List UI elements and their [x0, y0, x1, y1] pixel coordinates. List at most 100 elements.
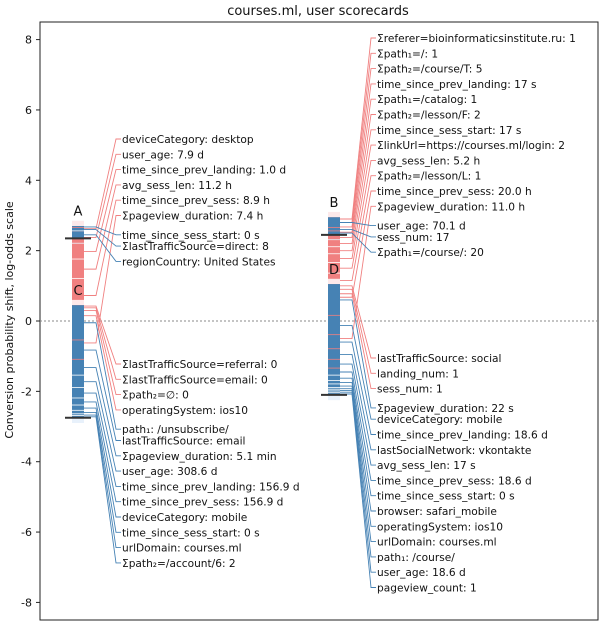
leader-line — [340, 229, 376, 238]
feature-label: user_age: 18.6 d — [377, 567, 466, 579]
segment-bar — [72, 227, 84, 231]
feature-label: Σpath₁=/course/: 20 — [377, 247, 484, 259]
feature-label: Σpath₂=/lesson/F: 2 — [377, 110, 481, 122]
feature-label: Σreferer=bioinformaticsinstitute.ru: 1 — [377, 33, 576, 45]
segment-bar — [328, 389, 340, 391]
scorecard-name: B — [330, 196, 339, 211]
range-pad-positive — [72, 299, 84, 306]
segment-bar — [328, 368, 340, 375]
y-axis-ticks: -8 -6 -4 -2 0 2 4 6 8 — [21, 34, 40, 609]
feature-label: Σpath₂=/account/6: 2 — [122, 558, 236, 570]
y-tick-label: 4 — [25, 174, 32, 187]
y-tick-label: -6 — [21, 526, 32, 539]
y-tick-label: 8 — [25, 34, 32, 47]
feature-label: user_age: 308.6 d — [122, 466, 218, 478]
range-pad-positive — [328, 211, 340, 218]
segment-bar — [72, 415, 84, 417]
segment-bar — [328, 380, 340, 384]
segment-bar — [72, 359, 84, 375]
leader-line — [84, 226, 121, 236]
leader-line — [84, 322, 121, 430]
leader-line — [84, 305, 121, 365]
leader-line — [84, 234, 121, 262]
feature-label: deviceCategory: mobile — [377, 414, 502, 426]
feature-label: ΣlastTrafficSource=direct: 8 — [122, 241, 269, 253]
feature-label: user_age: 7.9 d — [122, 149, 204, 161]
leader-line — [340, 114, 376, 245]
segment-bar — [328, 391, 340, 393]
segment-bar — [72, 387, 84, 398]
scorecard-name: A — [74, 205, 83, 220]
y-tick-label: 2 — [25, 245, 32, 258]
segment-bar — [328, 234, 340, 240]
feature-label: browser: safari_mobile — [377, 506, 497, 518]
feature-label: sess_num: 1 — [377, 384, 443, 396]
feature-label: avg_sess_len: 11.2 h — [122, 180, 232, 192]
feature-label: time_since_prev_landing: 1.0 d — [122, 165, 286, 177]
leader-line — [340, 341, 376, 435]
segment-bar — [328, 359, 340, 368]
y-tick-label: -8 — [21, 596, 32, 609]
segment-bar — [328, 240, 340, 247]
segment-bar — [72, 414, 84, 416]
feature-label: operatingSystem: ios10 — [377, 521, 503, 533]
segment-bar — [328, 284, 340, 315]
segment-bar — [72, 305, 84, 340]
leader-line — [340, 382, 376, 512]
leader-line — [84, 215, 121, 344]
y-tick-label: -2 — [21, 385, 32, 398]
segment-bar — [328, 227, 340, 231]
segment-bar — [328, 393, 340, 395]
segment-bar — [72, 226, 84, 227]
y-tick-label: 0 — [25, 315, 32, 328]
leader-line — [340, 391, 376, 573]
feature-label: time_since_prev_sess: 20.0 h — [377, 186, 532, 198]
chart-title: courses.ml, user scorecards — [227, 4, 409, 19]
segment-bar — [328, 335, 340, 349]
feature-label: sess_num: 17 — [377, 232, 450, 244]
feature-label: path₁: /course/ — [377, 552, 455, 564]
segment-bar — [328, 247, 340, 254]
feature-label: Σpath₁=/catalog: 1 — [377, 94, 477, 106]
feature-label: lastTrafficSource: social — [377, 353, 501, 365]
leader-line — [340, 83, 376, 233]
feature-label: Σpageview_duration: 7.4 h — [122, 211, 263, 223]
y-tick-label: 6 — [25, 104, 32, 117]
leader-line — [84, 169, 121, 252]
range-pad-negative — [328, 394, 340, 401]
segment-bar — [328, 254, 340, 263]
segment-bar — [72, 375, 84, 388]
leader-line — [340, 144, 376, 260]
leader-line — [340, 363, 376, 466]
leader-line — [340, 98, 376, 238]
leader-line — [340, 222, 376, 227]
feature-label: operatingSystem: ios10 — [122, 405, 248, 417]
feature-label: avg_sess_len: 17 s — [377, 460, 476, 472]
feature-label: path₁: /unsubscribe/ — [122, 424, 229, 436]
leader-line — [340, 190, 376, 298]
segment-bar — [328, 349, 340, 359]
scorecard-name: C — [73, 284, 82, 299]
leader-line — [340, 175, 376, 281]
y-tick-label: -4 — [21, 456, 32, 469]
feature-label: regionCountry: United States — [122, 256, 276, 268]
feature-label: time_since_prev_sess: 18.6 d — [377, 475, 532, 487]
leader-line — [84, 315, 121, 411]
feature-label: time_since_sess_start: 0 s — [122, 230, 260, 242]
feature-label: deviceCategory: mobile — [122, 512, 247, 524]
leader-line — [84, 392, 121, 487]
leader-line — [340, 353, 376, 451]
segment-bar — [72, 398, 84, 405]
feature-label: deviceCategory: desktop — [122, 134, 254, 146]
feature-label: ΣlinkUrl=https://courses.ml/login: 2 — [377, 140, 565, 152]
feature-label: time_since_prev_landing: 17 s — [377, 79, 537, 91]
leader-line — [84, 381, 121, 472]
scorecard-c: C ΣlastTrafficSource=referral: 0 ΣlastTraf… — [65, 284, 300, 570]
segment-bar — [72, 231, 84, 238]
feature-label: time_since_prev_sess: 156.9 d — [122, 497, 283, 509]
feature-label: pageview_count: 1 — [377, 583, 477, 595]
feature-label: ΣlastTrafficSource=referral: 0 — [122, 359, 278, 371]
y-axis-label: Conversion probability shift, log-odds s… — [3, 201, 16, 439]
